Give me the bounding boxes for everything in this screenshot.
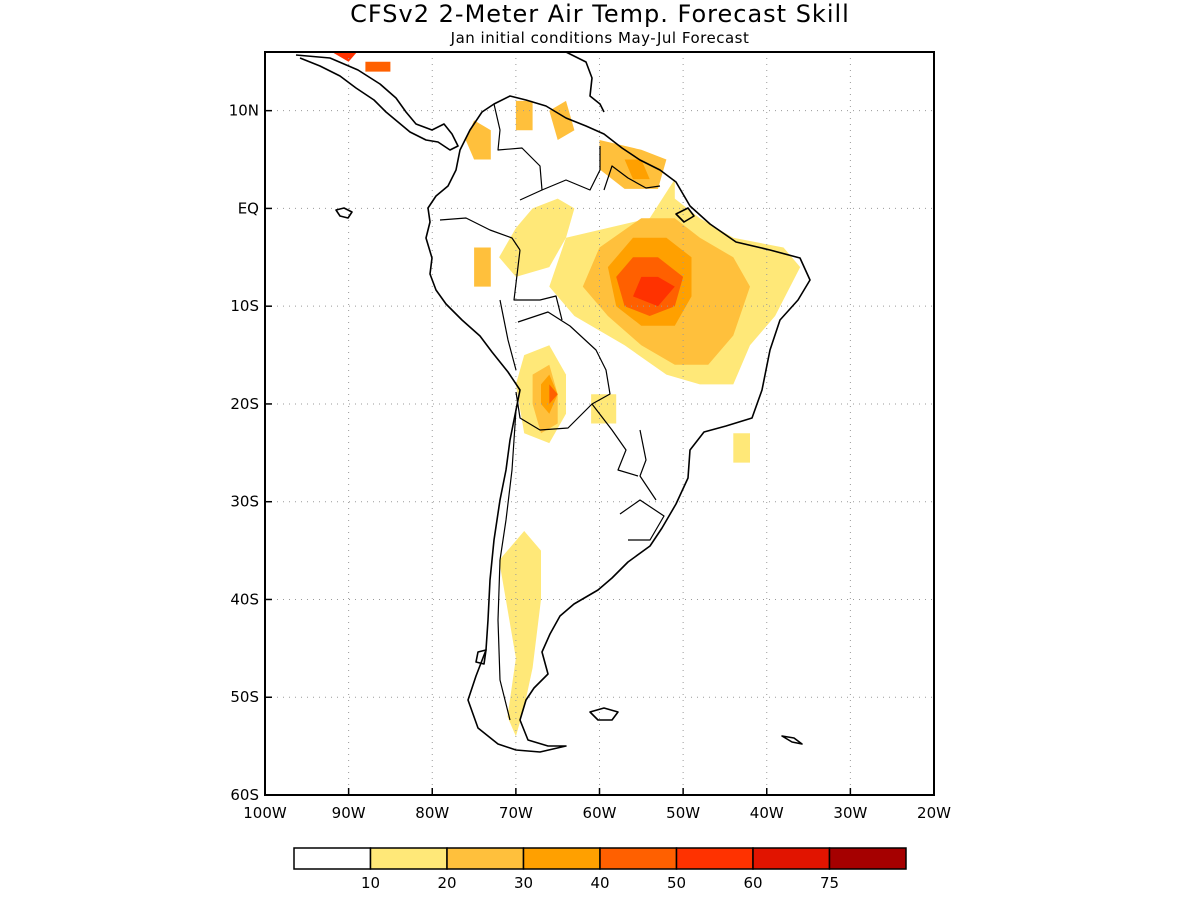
- skill-region-8: [465, 120, 491, 160]
- country-borders: [439, 103, 665, 721]
- skill-region-1: [499, 198, 575, 277]
- skill-region-18: [365, 61, 391, 72]
- colorbar-label: 60: [743, 874, 762, 892]
- lat-tick-label: 40S: [230, 590, 259, 608]
- colorbar-label: 30: [514, 874, 533, 892]
- lon-tick-label: 80W: [415, 804, 449, 822]
- falkland-islands-outline: [589, 707, 619, 721]
- colorbar-label: 75: [820, 874, 839, 892]
- marajo-island-outline: [675, 207, 695, 223]
- central-america-coastline: [295, 54, 459, 151]
- border-paraguay: [591, 403, 639, 477]
- skill-region-19: [633, 276, 675, 307]
- skill-region-3: [499, 531, 541, 737]
- lat-tick-label: 10N: [229, 102, 259, 120]
- skill-region-12: [474, 247, 491, 287]
- lat-tick-label: EQ: [238, 199, 259, 217]
- border-bolivia: [515, 311, 611, 431]
- colorbar-label: 40: [590, 874, 609, 892]
- galapagos-islands-outline: [335, 207, 353, 219]
- skill-shading: [331, 52, 801, 737]
- border-peru-brazil: [513, 249, 563, 321]
- colorbar: 10 20 30 40 50 60 75: [293, 847, 907, 892]
- lon-tick-label: 90W: [332, 804, 366, 822]
- caribbean-coastline: [565, 52, 605, 113]
- colorbar-swatch-2: [446, 847, 525, 870]
- border-argentina-chile: [497, 409, 517, 721]
- colorbar-label: 20: [437, 874, 456, 892]
- skill-region-5: [733, 433, 750, 463]
- lon-tick-label: 20W: [917, 804, 951, 822]
- lat-tick-label: 20S: [230, 395, 259, 413]
- axis-ticks: 100W 90W 80W 70W 60W 50W 40W 30W 20W 10N EQ 10S 20S 3…: [229, 102, 951, 822]
- lat-tick-label: 10S: [230, 297, 259, 315]
- colorbar-swatch-5: [675, 847, 754, 870]
- border-venezuela-brazil: [541, 146, 601, 191]
- skill-region-9: [515, 100, 533, 131]
- lat-tick-label: 60S: [230, 786, 259, 804]
- lon-tick-label: 60W: [583, 804, 617, 822]
- border-peru-chile: [499, 299, 517, 371]
- colorbar-swatch-1: [369, 847, 448, 870]
- colorbar-swatch-7: [828, 847, 907, 870]
- border-colombia-peru: [439, 217, 521, 251]
- south-america-coastline: [425, 95, 811, 753]
- south-georgia-outline: [781, 735, 803, 745]
- lon-tick-label: 30W: [833, 804, 867, 822]
- lat-tick-label: 30S: [230, 493, 259, 511]
- coastlines: [295, 52, 811, 753]
- skill-region-17: [549, 384, 558, 404]
- lon-tick-label: 70W: [499, 804, 533, 822]
- lon-tick-label: 100W: [243, 804, 287, 822]
- lon-tick-label: 40W: [750, 804, 784, 822]
- colorbar-swatch-4: [599, 847, 678, 870]
- border-brazil-argentina: [639, 429, 657, 501]
- lat-tick-label: 50S: [230, 688, 259, 706]
- skill-region-20: [331, 52, 357, 62]
- border-guianas: [603, 165, 661, 191]
- colorbar-label: 50: [667, 874, 686, 892]
- chiloe-island-outline: [475, 649, 487, 665]
- lon-tick-label: 50W: [666, 804, 700, 822]
- colorbar-label: 10: [361, 874, 380, 892]
- skill-region-15: [624, 159, 650, 180]
- map-title: CFSv2 2-Meter Air Temp. Forecast Skill: [350, 0, 850, 28]
- skill-region-10: [549, 100, 575, 140]
- colorbar-swatch-0: [293, 847, 372, 870]
- colorbar-swatch-3: [522, 847, 601, 870]
- map-subtitle: Jan initial conditions May-Jul Forecast: [450, 29, 750, 47]
- map-plot-area: 100W 90W 80W 70W 60W 50W 40W 30W 20W 10N EQ 10S 20S 3…: [229, 51, 951, 822]
- border-uruguay: [619, 499, 665, 541]
- colorbar-swatch-6: [752, 847, 831, 870]
